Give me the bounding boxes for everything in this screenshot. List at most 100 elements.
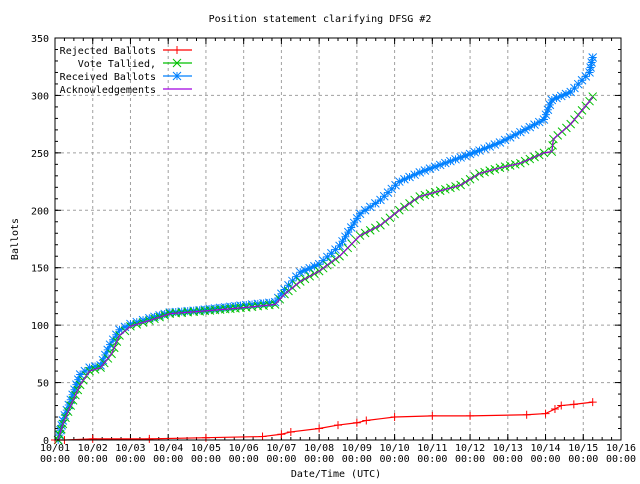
star-marker — [495, 138, 505, 147]
star-marker — [460, 151, 470, 161]
chart-title: Position statement clarifying DFSG #2 — [209, 14, 432, 25]
y-tick-label: 200 — [31, 206, 49, 217]
star-marker — [547, 95, 557, 105]
star-marker — [425, 164, 435, 174]
star-marker — [310, 261, 319, 271]
star-marker — [236, 301, 245, 310]
star-marker — [365, 202, 375, 212]
star-marker — [335, 241, 344, 251]
star-marker — [155, 311, 164, 320]
star-marker — [195, 305, 204, 315]
star-marker — [280, 285, 289, 294]
star-marker — [150, 312, 159, 322]
star-marker — [253, 299, 263, 309]
x-tick-label: 10/13 — [493, 443, 523, 454]
star-marker — [456, 153, 465, 162]
x-tick-label: 10/14 — [530, 443, 560, 454]
legend-label: Rejected Ballots — [60, 46, 156, 57]
y-tick-label: 350 — [31, 34, 49, 45]
star-marker — [490, 140, 500, 149]
x-tick-time: 00:00 — [304, 454, 334, 465]
star-marker — [485, 142, 495, 151]
x-marker — [172, 58, 182, 68]
x-tick-time: 00:00 — [493, 454, 523, 465]
star-marker — [120, 322, 130, 332]
plus-marker — [569, 400, 578, 409]
star-marker — [220, 302, 230, 312]
star-marker — [247, 300, 257, 309]
star-marker — [370, 199, 380, 208]
star-marker — [111, 330, 121, 340]
star-marker — [64, 400, 74, 410]
star-marker — [510, 130, 520, 140]
star-marker — [400, 174, 409, 184]
series-line — [55, 401, 593, 441]
plus-marker — [315, 424, 324, 433]
plus-marker — [390, 413, 399, 422]
x-tick-time: 00:00 — [568, 454, 598, 465]
plus-marker — [428, 411, 437, 420]
plus-marker — [145, 434, 154, 443]
x-tick-time: 00:00 — [606, 454, 636, 465]
star-marker — [225, 302, 235, 312]
star-marker — [539, 115, 549, 124]
star-marker — [420, 166, 430, 175]
star-marker — [530, 120, 539, 129]
x-marker — [588, 92, 598, 101]
star-marker — [349, 218, 359, 228]
star-marker — [586, 63, 595, 72]
star-marker — [435, 160, 445, 170]
y-tick-label: 50 — [37, 379, 49, 390]
y-tick-label: 250 — [31, 149, 49, 160]
y-axis-label: Ballots — [10, 218, 21, 260]
star-marker — [341, 232, 350, 242]
star-marker — [105, 340, 115, 350]
plus-marker — [550, 404, 559, 413]
star-marker — [189, 306, 199, 316]
star-marker — [144, 313, 154, 323]
star-marker — [300, 265, 310, 275]
star-marker — [126, 319, 135, 329]
star-marker — [545, 100, 555, 110]
star-marker — [66, 395, 76, 405]
star-marker — [100, 350, 110, 360]
star-marker — [394, 177, 404, 186]
legend: Rejected Ballots Vote Tallied, Received Ba… — [60, 46, 192, 96]
star-marker — [210, 304, 220, 313]
x-tick-label: 10/10 — [380, 443, 410, 454]
star-marker — [291, 272, 301, 281]
plus-marker — [286, 427, 295, 436]
series-line — [57, 96, 594, 441]
star-marker — [470, 147, 480, 157]
plus-marker — [522, 410, 531, 419]
x-tick-label: 10/06 — [229, 443, 259, 454]
star-marker — [346, 223, 356, 232]
star-marker — [343, 227, 353, 237]
legend-label: Received Ballots — [60, 72, 156, 83]
star-marker — [500, 135, 510, 145]
x-tick-label: 10/03 — [115, 443, 145, 454]
plus-marker — [88, 434, 97, 443]
x-tick-label: 10/16 — [606, 443, 636, 454]
star-marker — [525, 122, 535, 132]
star-marker — [96, 360, 105, 370]
star-marker — [552, 93, 561, 103]
x-tick-time: 00:00 — [380, 454, 410, 465]
star-marker — [177, 307, 187, 316]
star-marker — [68, 390, 77, 400]
x-tick-time: 00:00 — [78, 454, 108, 465]
x-tick-time: 00:00 — [229, 454, 259, 465]
star-marker — [215, 303, 225, 313]
star-marker — [475, 146, 484, 155]
star-marker — [430, 162, 440, 172]
star-marker — [561, 89, 571, 99]
star-marker — [70, 385, 79, 395]
star-marker — [355, 209, 365, 219]
star-marker — [270, 297, 280, 307]
y-tick-label: 0 — [43, 436, 49, 447]
star-marker — [85, 363, 94, 372]
x-tick-label: 10/02 — [78, 443, 108, 454]
star-marker — [264, 298, 274, 308]
star-marker — [588, 53, 598, 62]
star-marker — [277, 289, 286, 299]
